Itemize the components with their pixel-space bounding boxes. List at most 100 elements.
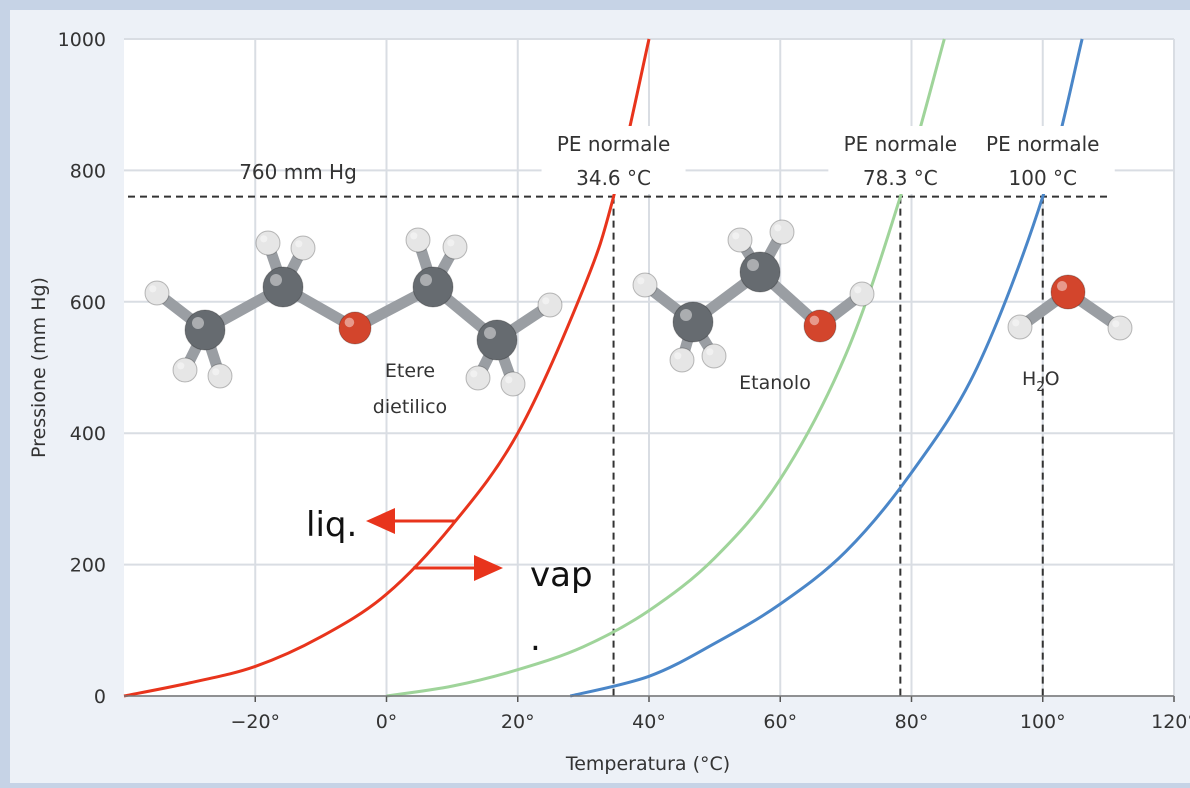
hydrogen-atom	[172, 357, 198, 383]
hydrogen-atom-highlight	[674, 352, 682, 360]
hydrogen-atom	[405, 227, 431, 253]
boiling-point-label: PE normale	[844, 132, 957, 156]
x-tick-label: −20°	[230, 711, 280, 733]
water-label-h: H	[1022, 368, 1036, 390]
vap-dot: .	[530, 619, 541, 659]
carbon-atom-highlight	[484, 327, 496, 339]
vap-arrow-head	[474, 555, 503, 581]
hydrogen-atom-highlight	[212, 368, 220, 376]
oxygen-atom	[803, 309, 837, 343]
carbon-atom	[412, 266, 454, 308]
x-tick-label: 20°	[501, 711, 535, 733]
oxygen-atom	[338, 311, 372, 345]
carbon-atom	[262, 266, 304, 308]
carbon-atom-highlight	[270, 274, 282, 286]
hydrogen-atom-highlight	[637, 277, 645, 285]
hydrogen-atom-highlight	[542, 297, 550, 305]
hydrogen-atom	[1107, 315, 1133, 341]
boiling-point-label: PE normale	[986, 132, 1099, 156]
boiling-point-label-box	[828, 126, 973, 194]
vap-label: vap	[530, 555, 593, 595]
curve-etanolo	[386, 38, 946, 698]
hydrogen-atom	[669, 347, 695, 373]
annotations: 760 mm Hg PE normale 34.6 °C PE normale 78.3…	[239, 126, 1115, 659]
carbon-atom	[672, 301, 714, 343]
carbon-atom	[476, 319, 518, 361]
carbon-atom-highlight	[747, 259, 759, 271]
water-label-o: O	[1045, 368, 1060, 390]
hydrogen-atom	[537, 292, 563, 318]
carbon-atom-highlight	[420, 274, 432, 286]
curves	[123, 38, 1084, 698]
hydrogen-atom	[465, 365, 491, 391]
axes: −20° 0° 20° 40° 60° 80° 100° 120° 0 200 400 600 800 1…	[28, 29, 1190, 775]
boiling-point-value: 34.6 °C	[576, 166, 651, 190]
curve-etere	[123, 38, 651, 698]
y-tick-label: 200	[70, 555, 106, 577]
y-tick-label: 0	[94, 686, 106, 708]
hydrogen-atom	[632, 272, 658, 298]
hydrogen-atom-highlight	[447, 239, 455, 247]
reference-line-label: 760 mm Hg	[239, 160, 357, 184]
oxygen-atom	[1050, 274, 1086, 310]
liq-label: liq.	[306, 505, 357, 545]
y-tick-label: 600	[70, 292, 106, 314]
hydrogen-atom	[255, 230, 281, 256]
water-label: H2O	[1022, 368, 1060, 395]
hydrogen-atom	[849, 281, 875, 307]
hydrogen-atom	[701, 343, 727, 369]
hydrogen-atom	[500, 371, 526, 397]
hydrogen-atom-highlight	[410, 232, 418, 240]
hydrogen-atom	[207, 363, 233, 389]
hydrogen-atom-highlight	[505, 376, 513, 384]
hydrogen-atom-highlight	[470, 370, 478, 378]
hydrogen-atom	[290, 235, 316, 261]
y-tick-label: 400	[70, 423, 106, 445]
x-tick-label: 120°	[1151, 711, 1190, 733]
molecules	[144, 219, 1133, 397]
carbon-atom-highlight	[192, 317, 204, 329]
hydrogen-atom-highlight	[774, 224, 782, 232]
hydrogen-atom	[144, 280, 170, 306]
hydrogen-atom-highlight	[1112, 320, 1120, 328]
carbon-atom	[739, 251, 781, 293]
hydrogen-atom-highlight	[260, 235, 268, 243]
x-tick-label: 100°	[1020, 711, 1066, 733]
boiling-point-label-box	[541, 126, 686, 194]
hydrogen-atom-highlight	[732, 232, 740, 240]
y-tick-label: 1000	[58, 29, 106, 51]
hydrogen-atom	[769, 219, 795, 245]
boiling-point-label: PE normale	[557, 132, 670, 156]
ethanol-label: Etanolo	[739, 372, 811, 394]
boiling-point-value: 78.3 °C	[863, 166, 938, 190]
carbon-atom-highlight	[680, 309, 692, 321]
hydrogen-atom-highlight	[177, 362, 185, 370]
hydrogen-atom	[727, 227, 753, 253]
x-tick-label: 60°	[763, 711, 797, 733]
hydrogen-atom-highlight	[295, 240, 303, 248]
x-tick-label: 0°	[376, 711, 398, 733]
y-axis-label: Pressione (mm Hg)	[28, 277, 50, 458]
x-tick-label: 40°	[632, 711, 666, 733]
boiling-point-value: 100 °C	[1009, 166, 1078, 190]
oxygen-atom-highlight	[809, 315, 820, 326]
oxygen-atom-highlight	[1056, 280, 1068, 292]
carbon-atom	[184, 309, 226, 351]
y-tick-label: 800	[70, 160, 106, 182]
water-label-sub: 2	[1036, 380, 1044, 395]
curve-acqua	[569, 38, 1084, 698]
x-axis-label: Temperatura (°C)	[565, 753, 730, 775]
hydrogen-atom	[442, 234, 468, 260]
ether-label-line2: dietilico	[373, 396, 447, 418]
hydrogen-atom-highlight	[1012, 319, 1020, 327]
hydrogen-atom-highlight	[149, 285, 157, 293]
hydrogen-atom-highlight	[854, 286, 862, 294]
liq-arrow-head	[366, 508, 395, 534]
ether-label: Etere	[385, 360, 435, 382]
x-tick-label: 80°	[895, 711, 929, 733]
hydrogen-atom	[1007, 314, 1033, 340]
boiling-point-label-box	[970, 126, 1115, 194]
hydrogen-atom-highlight	[706, 348, 714, 356]
